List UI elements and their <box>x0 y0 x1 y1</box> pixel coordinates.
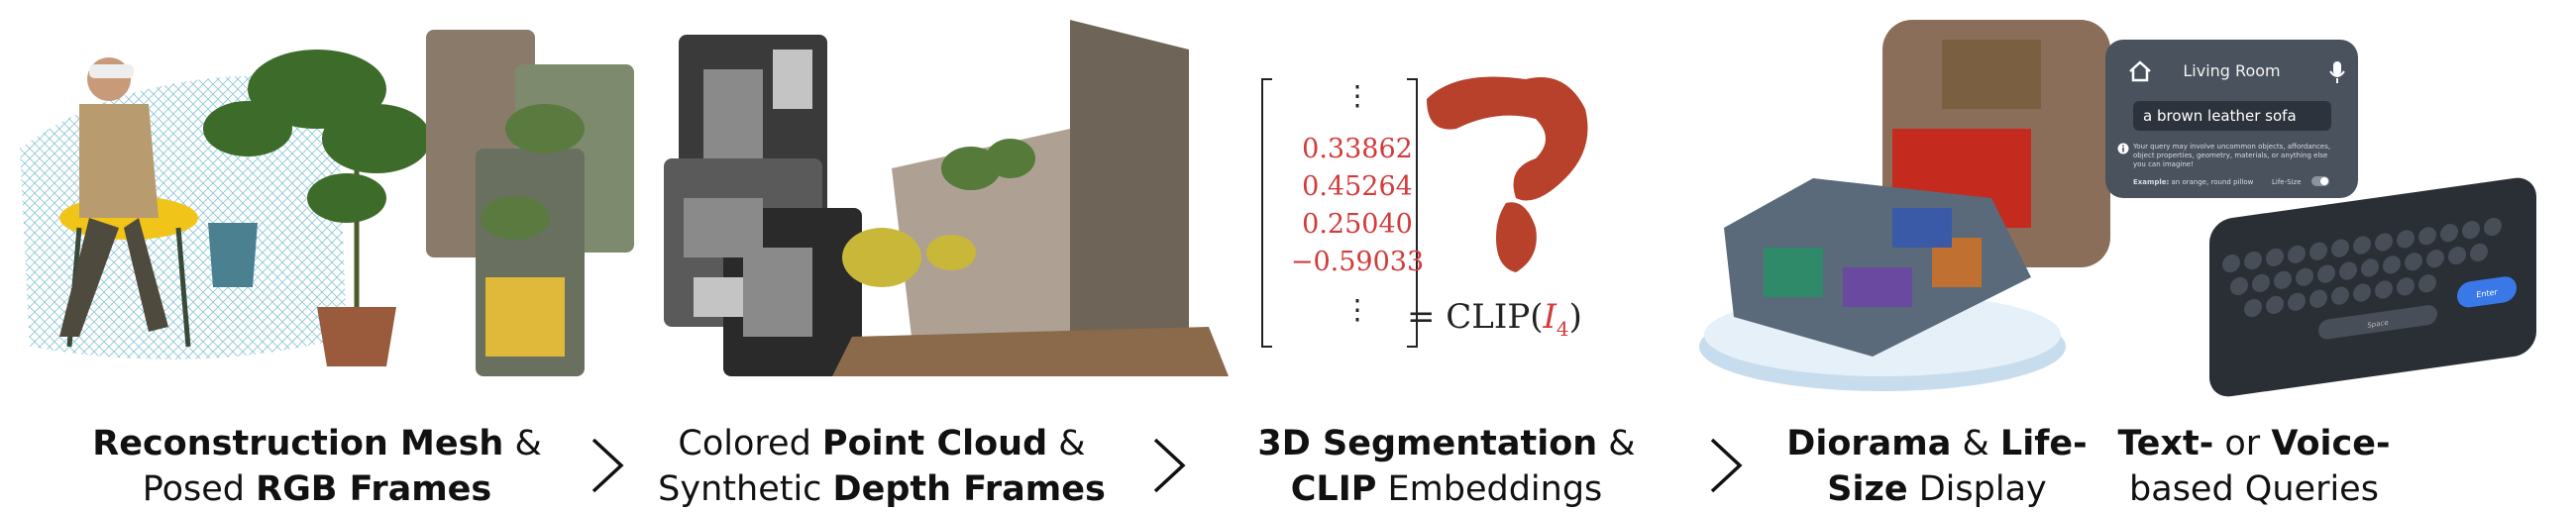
caption-segment: Synthetic <box>658 469 833 509</box>
caption-segment: Posed <box>142 469 257 509</box>
caption-diorama: Diorama & Life- Size Display <box>1773 421 2100 512</box>
space-key-label: Space <box>2367 318 2388 330</box>
query-panel: Living Room a brown leather sofa Your qu… <box>2105 40 2358 198</box>
example-label: Example: <box>2133 178 2170 186</box>
caption-segment: Embeddings <box>1376 469 1603 509</box>
microphone-icon[interactable] <box>2328 59 2346 85</box>
query-hint: Your query may involve uncommon objects,… <box>2133 143 2331 168</box>
vector-ellipsis-top: ⋮ <box>1343 79 1371 112</box>
lifesize-label: Life-Size <box>2272 178 2302 186</box>
info-icon <box>2117 143 2129 154</box>
step-arrow-icon <box>1710 438 1743 493</box>
vector-value: 0.33862 <box>1302 134 1413 164</box>
example-line: Example: an orange, round pillow <box>2133 178 2253 186</box>
enter-key-label: Enter <box>2476 287 2498 299</box>
caption-segment: CLIP <box>1290 469 1377 509</box>
caption-queries: Text- or Voice-based Queries <box>2100 421 2408 512</box>
vector-value: 0.25040 <box>1302 209 1413 240</box>
equation-subscript: 4 <box>1556 316 1569 341</box>
vector-value: 0.45264 <box>1302 171 1413 202</box>
keyboard-keys[interactable]: Enter Space <box>2209 175 2536 399</box>
caption-segment: RGB Frames <box>256 469 492 509</box>
lifesize-toggle[interactable] <box>2311 176 2329 186</box>
caption-segment: Diorama <box>1786 424 1952 463</box>
home-icon[interactable] <box>2127 59 2153 83</box>
caption-segment: or <box>2213 424 2272 463</box>
point-cloud-illustration <box>664 20 1229 376</box>
caption-segment: Life- <box>1999 424 2088 463</box>
caption-segment: Reconstruction Mesh <box>92 424 504 463</box>
caption-segment: Voice- <box>2271 424 2391 463</box>
caption-segment: & <box>1951 424 2000 463</box>
example-text: an orange, round pillow <box>2171 178 2254 186</box>
clip-embedding-vector: ⋮ 0.33862 0.45264 0.25040 −0.59033 ⋮ <box>1268 69 1615 357</box>
diorama-illustration <box>1699 20 2110 391</box>
virtual-keyboard: Enter Space <box>2209 174 2536 400</box>
caption-segment: Text- <box>2117 424 2214 463</box>
segmented-object-illustration <box>1427 76 1588 272</box>
caption-point-cloud: Colored Point Cloud & Synthetic Depth Fra… <box>654 421 1110 512</box>
caption-segment: 3D Segmentation <box>1257 424 1598 463</box>
caption-segment: based Queries <box>2129 469 2379 509</box>
caption-segmentation: 3D Segmentation & CLIP Embeddings <box>1219 421 1674 512</box>
reconstruction-mesh-illustration <box>20 30 634 376</box>
caption-segment: Size <box>1827 469 1908 509</box>
caption-segment: & <box>503 424 542 463</box>
caption-segment: Point Cloud <box>821 424 1048 463</box>
vector-value: −0.59033 <box>1290 247 1425 277</box>
vector-ellipsis-bottom: ⋮ <box>1343 293 1371 326</box>
step-arrow-icon <box>1153 438 1186 493</box>
caption-segment: & <box>1047 424 1086 463</box>
caption-reconstruction: Reconstruction Mesh & Posed RGB Frames <box>89 421 545 512</box>
equation-symbol: I <box>1543 297 1556 337</box>
equation-prefix: = CLIP( <box>1407 297 1544 337</box>
equation-suffix: ) <box>1568 297 1582 337</box>
caption-segment: Depth Frames <box>832 469 1106 509</box>
query-input[interactable]: a brown leather sofa <box>2133 101 2331 131</box>
clip-equation: = CLIP(I4) <box>1407 297 1582 341</box>
vector-brackets <box>1261 78 1418 348</box>
step-arrow-icon <box>591 438 624 493</box>
room-title: Living Room <box>2183 61 2281 80</box>
caption-segment: & <box>1597 424 1636 463</box>
caption-segment: Display <box>1907 469 2047 509</box>
caption-segment: Colored <box>678 424 822 463</box>
